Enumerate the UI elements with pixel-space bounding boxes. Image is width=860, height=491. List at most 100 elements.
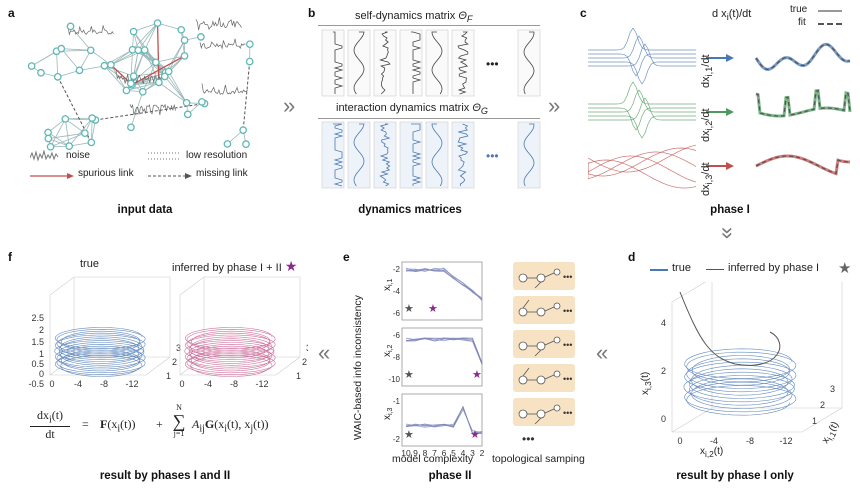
waic-subplot bbox=[401, 327, 483, 387]
network-edge bbox=[168, 71, 187, 104]
waic-subplot bbox=[401, 393, 483, 447]
self-dynamics-matrix: ••• bbox=[321, 29, 541, 97]
purple-star-icon: ★ bbox=[428, 303, 438, 315]
topology-sample: ••• bbox=[513, 364, 575, 392]
legend-noise: noise bbox=[66, 150, 90, 161]
network-edge bbox=[137, 22, 158, 51]
network-node bbox=[177, 25, 186, 34]
waic-curve bbox=[405, 337, 483, 363]
network-edge bbox=[133, 50, 139, 77]
f-ztick: -0.5 bbox=[28, 379, 44, 389]
network-node bbox=[198, 98, 206, 106]
matrix-column-trace bbox=[431, 31, 443, 95]
network-node bbox=[44, 134, 53, 143]
phase1-fit-plots bbox=[588, 28, 852, 189]
input-signal bbox=[588, 97, 696, 121]
network-node bbox=[27, 62, 36, 70]
matrix-column bbox=[321, 29, 345, 97]
d-ytick: 2 bbox=[820, 400, 825, 410]
panel-label-e: e bbox=[343, 250, 350, 264]
f-xtick: -8 bbox=[230, 379, 238, 389]
waic-plots: xi,1★ ★xi,2★ ★xi,3★ ★-2-4-6-6-8-10-1-210 9 8 7… bbox=[382, 261, 485, 458]
legend-inferred-d: inferred by phase I bbox=[728, 262, 820, 274]
axes-floor bbox=[672, 407, 843, 433]
svg-text:•••: ••• bbox=[563, 306, 572, 316]
waic-curve bbox=[405, 267, 483, 300]
axes-left-floor bbox=[671, 407, 713, 433]
f-ztick: 1 bbox=[39, 349, 44, 359]
matrix-column bbox=[517, 121, 541, 189]
legend-low-resolution: low resolution bbox=[186, 150, 248, 161]
row-label-2: dxi,2/dt bbox=[700, 108, 715, 142]
true-derivative bbox=[755, 88, 852, 118]
missing-link bbox=[242, 61, 251, 131]
matrix-ellipsis: ••• bbox=[486, 57, 499, 71]
gray-star-icon: ★ bbox=[404, 303, 414, 315]
row-arrow-head bbox=[726, 162, 734, 170]
waic-xtick: 5 bbox=[451, 448, 456, 458]
input-signal bbox=[588, 81, 696, 105]
matrix-column-trace bbox=[457, 123, 469, 187]
network-node bbox=[86, 46, 95, 55]
input-signal bbox=[588, 28, 696, 51]
network-edge bbox=[133, 22, 158, 32]
svg-text:•••: ••• bbox=[563, 374, 572, 384]
matrix-column-trace bbox=[333, 123, 344, 187]
network-edge bbox=[68, 117, 93, 147]
caption-f: result by phases I and II bbox=[99, 470, 231, 482]
network-edge bbox=[104, 65, 133, 86]
panel-label-f: f bbox=[8, 250, 12, 264]
d-zlabel: xi,3(t) bbox=[640, 371, 653, 395]
legend-true: true bbox=[790, 4, 808, 15]
waic-ytick: -6 bbox=[393, 309, 401, 318]
derivative-header: d xi(t)/dt bbox=[712, 8, 752, 23]
f-ztick: 2.5 bbox=[31, 313, 44, 323]
waic-ytick: -2 bbox=[393, 435, 401, 444]
network-node bbox=[138, 87, 147, 96]
panel-a-legend: noise low resolution spurious link missi… bbox=[30, 150, 280, 190]
f-xtick: -4 bbox=[74, 379, 82, 389]
matrix-column-trace bbox=[379, 31, 391, 95]
network-node bbox=[75, 66, 84, 75]
waic-xtick: 3 bbox=[470, 448, 475, 458]
svg-text:•••: ••• bbox=[563, 340, 572, 350]
d-xtick: 0 bbox=[677, 436, 682, 446]
input-signal bbox=[588, 151, 697, 180]
legend-true-line bbox=[818, 10, 842, 12]
network-node bbox=[87, 138, 96, 147]
network-graph bbox=[27, 17, 254, 151]
node-time-series bbox=[199, 38, 246, 50]
row-arrow-head bbox=[726, 108, 734, 116]
network-edge bbox=[165, 72, 187, 104]
svg-text:•••: ••• bbox=[563, 408, 572, 418]
f-xtick: 0 bbox=[49, 379, 54, 389]
f-xtick: -12 bbox=[125, 379, 138, 389]
matrix-column bbox=[517, 29, 541, 97]
d-ztick: 0 bbox=[661, 414, 666, 424]
f-ztick: 2 bbox=[39, 325, 44, 335]
d-ztick: 4 bbox=[661, 318, 666, 328]
topology-sample: ••• bbox=[513, 398, 575, 426]
network-edge bbox=[50, 132, 86, 148]
gray-star-icon: ★ bbox=[404, 429, 414, 441]
eq-sum: N ∑ j=1 bbox=[172, 403, 186, 438]
network-node bbox=[239, 126, 248, 134]
f-xtick: -4 bbox=[204, 379, 212, 389]
purple-star-icon: ★ bbox=[472, 369, 482, 381]
network-edge bbox=[164, 76, 187, 104]
input-signal bbox=[588, 35, 696, 59]
matrix-column-trace bbox=[431, 123, 443, 187]
phase1-inferred-trajectory bbox=[679, 291, 781, 366]
caption-e: phase II bbox=[428, 470, 472, 482]
network-edge bbox=[61, 48, 91, 51]
matrix-column bbox=[425, 29, 449, 97]
inferred-trajectory bbox=[184, 327, 276, 377]
waic-xtick: 7 bbox=[432, 448, 437, 458]
network-node bbox=[155, 78, 163, 87]
matrix-column bbox=[373, 29, 397, 97]
caption-d: result by phase I only bbox=[676, 470, 794, 482]
panel-label-a: a bbox=[8, 6, 15, 20]
waic-ytick: -6 bbox=[393, 331, 401, 340]
